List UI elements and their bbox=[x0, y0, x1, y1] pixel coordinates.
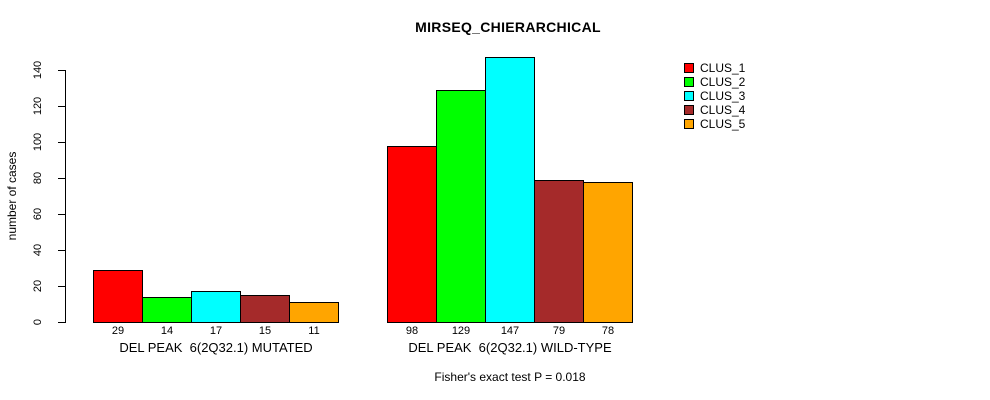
legend-label: CLUS_4 bbox=[700, 103, 746, 117]
y-tick-label: 60 bbox=[32, 207, 44, 221]
bar-clus_1-group1 bbox=[93, 269, 143, 323]
legend-label: CLUS_2 bbox=[700, 75, 746, 89]
legend-label: CLUS_3 bbox=[700, 89, 746, 103]
y-tick-label: 20 bbox=[32, 279, 44, 293]
x-group-label: DEL PEAK 6(2Q32.1) WILD-TYPE bbox=[408, 340, 612, 355]
bar-value-label: 11 bbox=[308, 325, 320, 337]
bar-value-label: 78 bbox=[601, 325, 615, 337]
y-tick-mark bbox=[58, 321, 65, 323]
y-tick-label: 0 bbox=[32, 318, 44, 326]
bar-clus_5-group1 bbox=[289, 302, 339, 323]
bar-clus_5-group2 bbox=[583, 181, 633, 323]
bar-value-label: 14 bbox=[160, 325, 174, 337]
bar-value-label: 17 bbox=[209, 325, 223, 337]
legend: CLUS_1 CLUS_2 CLUS_3 CLUS_4 CLUS_5 bbox=[684, 61, 745, 131]
legend-swatch-icon bbox=[684, 91, 694, 101]
bar-value-label: 29 bbox=[111, 325, 125, 337]
bar-clus_1-group2 bbox=[387, 145, 437, 323]
legend-item-clus_5: CLUS_5 bbox=[684, 117, 745, 131]
y-tick-label: 80 bbox=[32, 171, 44, 185]
y-tick-label: 40 bbox=[32, 243, 44, 257]
bar-clus_3-group1 bbox=[191, 291, 241, 323]
caption-fisher-test: Fisher's exact test P = 0.018 bbox=[434, 370, 586, 384]
y-tick-mark bbox=[58, 105, 65, 107]
y-tick-label: 140 bbox=[32, 60, 44, 80]
y-tick-label: 100 bbox=[32, 132, 44, 152]
bar-clus_2-group1 bbox=[142, 296, 192, 323]
legend-swatch-icon bbox=[684, 77, 694, 87]
legend-item-clus_4: CLUS_4 bbox=[684, 103, 745, 117]
legend-item-clus_3: CLUS_3 bbox=[684, 89, 745, 103]
bar-clus_4-group1 bbox=[240, 295, 290, 323]
legend-swatch-icon bbox=[684, 105, 694, 115]
bar-value-label: 79 bbox=[552, 325, 566, 337]
bar-clus_4-group2 bbox=[534, 179, 584, 323]
y-axis-line bbox=[65, 70, 66, 323]
bar-value-label: 147 bbox=[500, 325, 520, 337]
bar-clus_3-group2 bbox=[485, 57, 535, 323]
legend-label: CLUS_1 bbox=[700, 61, 746, 75]
x-group-label: DEL PEAK 6(2Q32.1) MUTATED bbox=[119, 340, 313, 355]
y-tick-mark bbox=[58, 249, 65, 251]
y-tick-mark bbox=[58, 285, 65, 287]
bar-value-label: 129 bbox=[451, 325, 471, 337]
bar-value-label: 98 bbox=[405, 325, 419, 337]
legend-item-clus_1: CLUS_1 bbox=[684, 61, 745, 75]
legend-swatch-icon bbox=[684, 119, 694, 129]
y-axis-label: number of cases bbox=[5, 151, 19, 241]
legend-swatch-icon bbox=[684, 63, 694, 73]
bar-value-label: 15 bbox=[258, 325, 272, 337]
y-tick-mark bbox=[58, 177, 65, 179]
bar-clus_2-group2 bbox=[436, 89, 486, 323]
y-tick-mark bbox=[58, 69, 65, 71]
chart-title: MIRSEQ_CHIERARCHICAL bbox=[415, 19, 601, 35]
legend-item-clus_2: CLUS_2 bbox=[684, 75, 745, 89]
y-tick-mark bbox=[58, 141, 65, 143]
y-tick-mark bbox=[58, 213, 65, 215]
y-tick-label: 120 bbox=[32, 96, 44, 116]
legend-label: CLUS_5 bbox=[700, 117, 746, 131]
